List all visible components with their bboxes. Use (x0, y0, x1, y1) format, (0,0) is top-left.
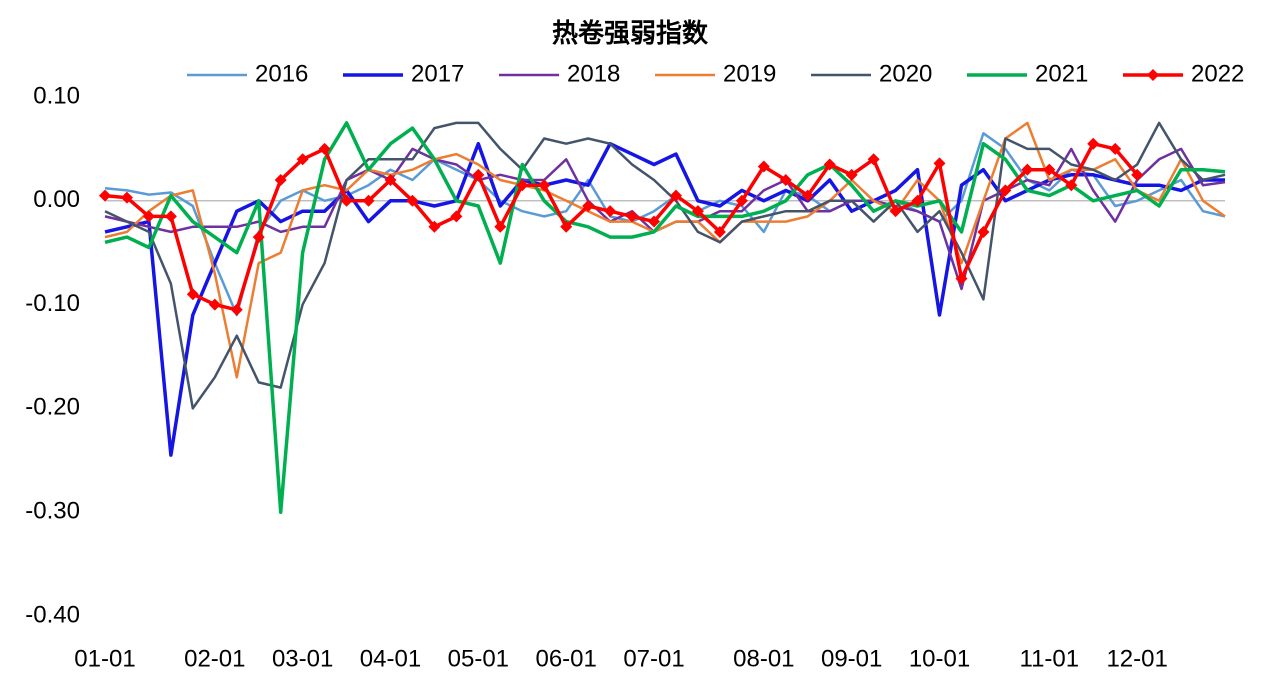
series-marker (582, 199, 595, 212)
series-marker (164, 210, 177, 223)
series-line (104, 141, 1225, 457)
x-tick-label: 12-01 (1106, 645, 1167, 672)
legend-label: 2021 (1035, 60, 1088, 87)
x-tick-label: 01-01 (74, 645, 135, 672)
series-marker (340, 194, 353, 207)
x-tick-label: 10-01 (909, 645, 970, 672)
x-tick-label: 04-01 (360, 645, 421, 672)
series-marker (230, 303, 243, 316)
series-marker (186, 288, 199, 301)
series-marker (801, 189, 814, 202)
series-marker (208, 298, 221, 311)
series-marker (450, 210, 463, 223)
series-marker (757, 160, 770, 173)
series-marker (626, 210, 639, 223)
x-tick-label: 05-01 (448, 645, 509, 672)
series-marker (120, 191, 133, 204)
series-marker (1065, 179, 1078, 192)
series-line (104, 121, 1226, 410)
series-marker (1087, 137, 1100, 150)
series-marker (955, 272, 968, 285)
series-marker (142, 210, 155, 223)
y-tick-label: -0.20 (25, 394, 80, 421)
series-marker (691, 205, 704, 218)
legend-label: 2017 (411, 60, 464, 87)
y-tick-label: -0.30 (25, 498, 80, 525)
x-tick-label: 02-01 (184, 645, 245, 672)
series-line (104, 121, 1226, 379)
series-marker (428, 220, 441, 233)
series-marker (1131, 168, 1144, 181)
series-marker (318, 142, 331, 155)
y-tick-label: 0.00 (33, 186, 80, 213)
series-marker (1043, 163, 1056, 176)
series-marker (494, 220, 507, 233)
series-marker (406, 194, 419, 207)
legend-label: 2019 (723, 60, 776, 87)
series-marker (604, 205, 617, 218)
series-marker (560, 220, 573, 233)
x-tick-label: 07-01 (623, 645, 684, 672)
legend-marker (1147, 69, 1159, 81)
series-marker (867, 153, 880, 166)
y-tick-label: -0.10 (25, 290, 80, 317)
series-line (104, 121, 1226, 514)
series-marker (362, 194, 375, 207)
series-marker (516, 179, 529, 192)
series-line (104, 141, 1139, 312)
x-tick-label: 11-01 (1020, 645, 1080, 672)
series-marker (538, 179, 551, 192)
series-marker (933, 157, 946, 170)
series-marker (977, 225, 990, 238)
series-marker (779, 174, 792, 187)
x-tick-label: 06-01 (535, 645, 596, 672)
series-marker (648, 215, 661, 228)
series-marker (713, 225, 726, 238)
legend-label: 2016 (255, 60, 308, 87)
legend-label: 2020 (879, 60, 932, 87)
x-tick-label: 09-01 (821, 645, 882, 672)
series-marker (472, 168, 485, 181)
series-marker (296, 153, 309, 166)
series-marker (911, 194, 924, 207)
x-tick-label: 08-01 (733, 645, 794, 672)
series-marker (999, 184, 1012, 197)
y-tick-label: -0.40 (25, 601, 80, 628)
series-marker (1021, 163, 1034, 176)
x-tick-label: 03-01 (272, 645, 333, 672)
series-marker (384, 174, 397, 187)
series-marker (1109, 142, 1122, 155)
series-marker (735, 194, 748, 207)
series-marker (274, 174, 287, 187)
series-marker (669, 189, 682, 202)
series-marker (889, 205, 902, 218)
chart-title: 热卷强弱指数 (552, 18, 709, 48)
series-marker (845, 168, 858, 181)
series-marker (823, 158, 836, 171)
y-tick-label: 0.10 (33, 82, 80, 109)
legend-label: 2022 (1191, 60, 1244, 87)
series-marker (252, 231, 265, 244)
series-marker (99, 189, 111, 202)
legend-label: 2018 (567, 60, 620, 87)
